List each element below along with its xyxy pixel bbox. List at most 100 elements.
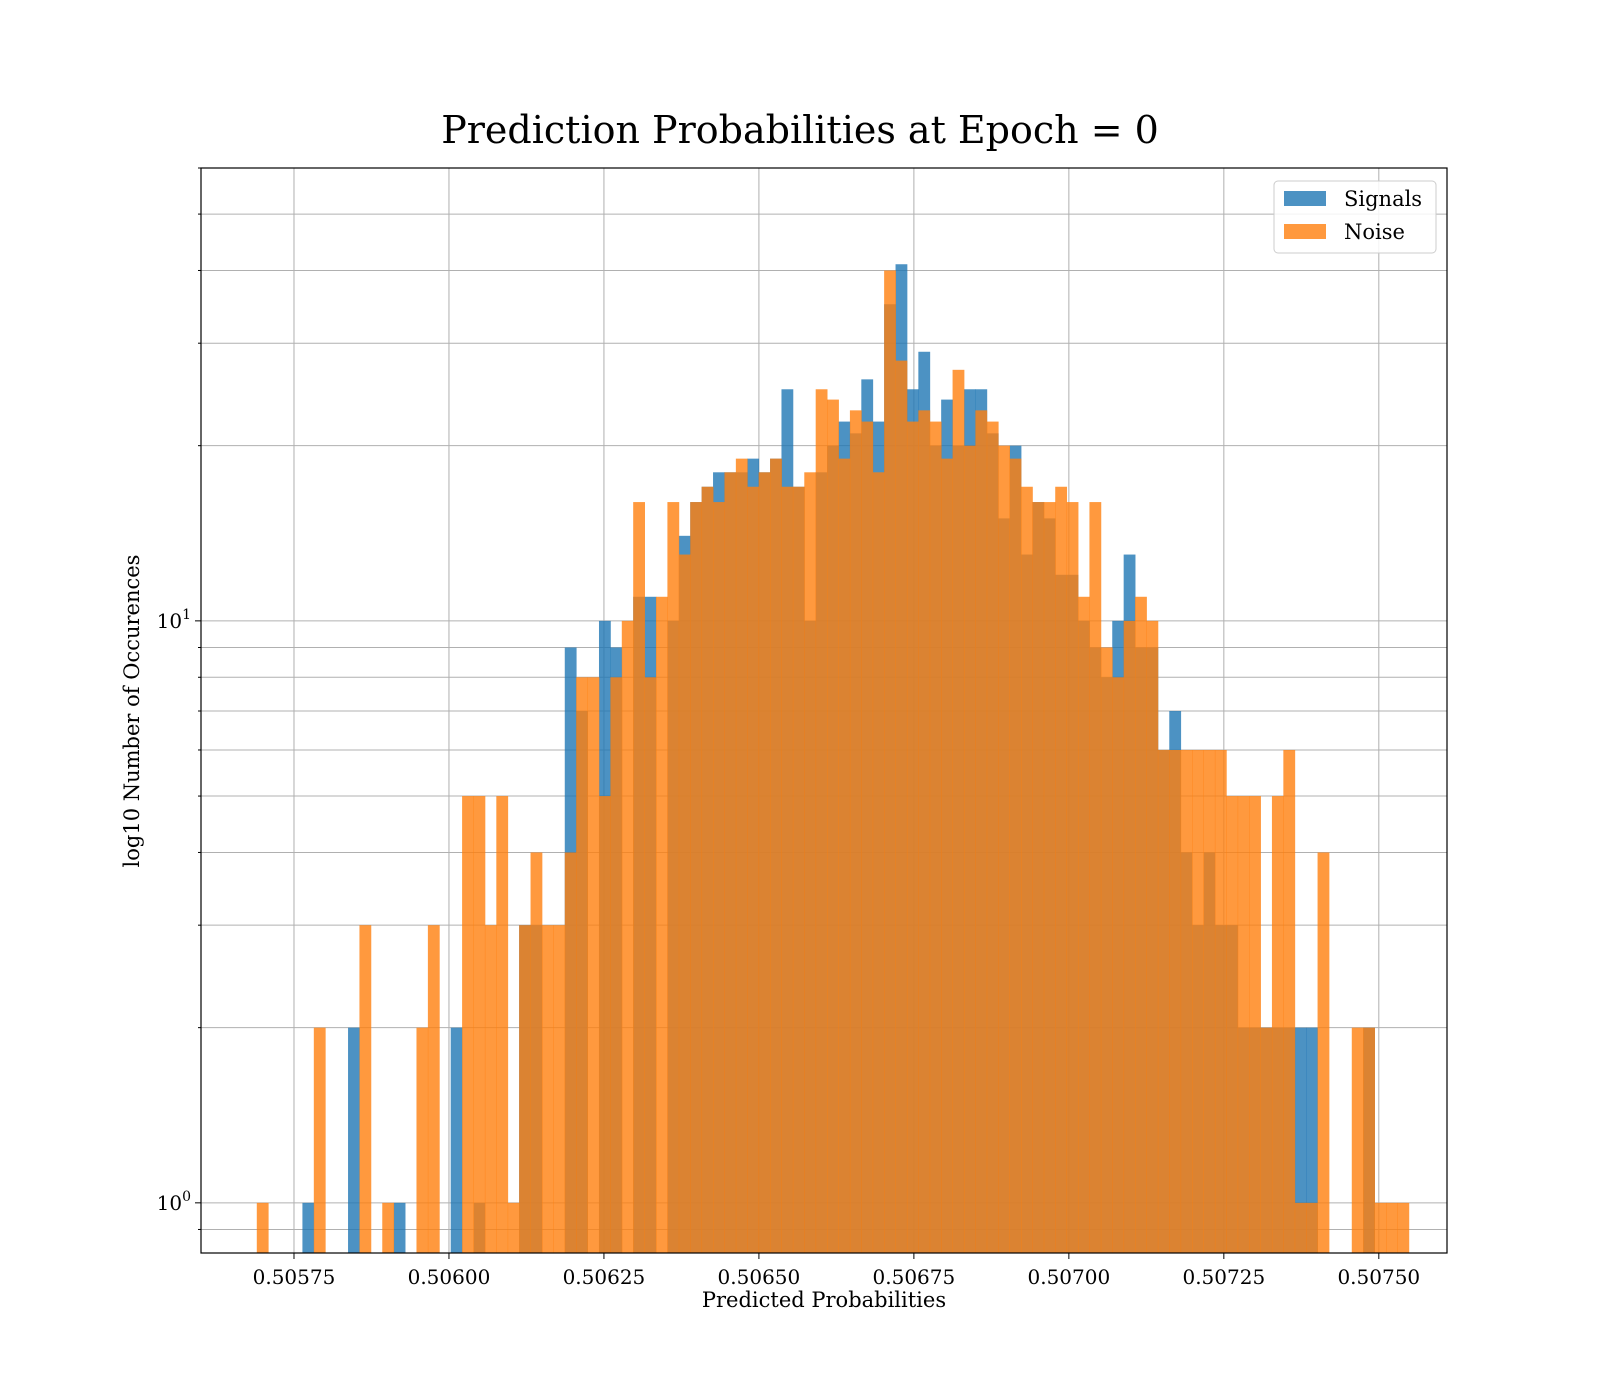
x-tick-label: 0.50625 — [563, 1265, 646, 1289]
noise-bar — [941, 458, 953, 1253]
noise-bar — [496, 796, 509, 1253]
noise-bar — [1203, 749, 1216, 1253]
noise-bar — [610, 677, 623, 1253]
noise-bar — [621, 620, 634, 1253]
x-tick-label: 0.50725 — [1182, 1265, 1265, 1289]
noise-bar — [1055, 486, 1068, 1253]
noise-bar — [1078, 596, 1090, 1253]
noise-bar — [1123, 620, 1136, 1253]
legend-label-noise: Noise — [1344, 220, 1405, 244]
x-axis-ticks: 0.50575 0.50600 0.50625 0.50650 0.50675 0.507… — [253, 1253, 1420, 1289]
noise-bar — [313, 1027, 326, 1253]
noise-bar — [1397, 1202, 1410, 1253]
x-tick-label: 0.50675 — [873, 1265, 956, 1289]
noise-bar — [906, 421, 919, 1254]
noise-bar — [587, 677, 600, 1253]
noise-bar — [770, 458, 782, 1253]
noise-bar — [1294, 1202, 1307, 1253]
noise-bar — [576, 677, 588, 1253]
noise-bar — [1021, 486, 1033, 1253]
noise-bar — [724, 472, 737, 1253]
noise-bar — [758, 472, 771, 1253]
noise-bar — [895, 360, 908, 1253]
noise-bar — [815, 389, 828, 1253]
noise-bar — [1032, 502, 1045, 1253]
noise-bar — [1226, 796, 1239, 1253]
y-tick-label: 101 — [157, 607, 191, 633]
noise-bar — [1009, 458, 1022, 1253]
noise-bar — [598, 796, 611, 1253]
noise-bar — [918, 410, 931, 1254]
noise-bar — [838, 458, 851, 1253]
noise-bar — [656, 596, 668, 1253]
noise-bar — [256, 1202, 269, 1253]
x-tick-label: 0.50650 — [718, 1265, 801, 1289]
noise-bar — [1237, 796, 1250, 1253]
noise-bar — [484, 925, 497, 1253]
noise-bar — [701, 486, 714, 1253]
y-axis-label: log10 Number of Occurences — [120, 555, 144, 868]
noise-bar — [713, 502, 725, 1253]
legend-label-signals: Signals — [1344, 187, 1422, 211]
noise-bar — [884, 270, 896, 1254]
noise-bar — [1351, 1027, 1364, 1253]
noise-bar — [998, 445, 1010, 1253]
y-axis-ticks: 100 101 — [157, 167, 201, 1230]
noise-bar — [975, 410, 988, 1254]
legend-swatch-signals — [1284, 191, 1326, 206]
noise-bar — [1271, 796, 1284, 1253]
noise-bar — [1100, 647, 1113, 1253]
signals-bar — [393, 1202, 406, 1253]
plot-frame — [200, 167, 1448, 1254]
noise-bar — [872, 472, 885, 1253]
noise-bar — [1386, 1202, 1398, 1253]
noise-bar — [667, 502, 680, 1253]
noise-bar — [564, 852, 577, 1253]
noise-bar — [952, 369, 965, 1253]
noise-bar — [1260, 1027, 1273, 1253]
noise-bar — [427, 925, 440, 1253]
noise-bar — [1363, 1027, 1375, 1253]
x-tick-label: 0.50575 — [253, 1265, 336, 1289]
noise-bar — [1135, 596, 1147, 1253]
noise-bar — [1043, 502, 1056, 1253]
noise-bar — [1169, 749, 1182, 1253]
legend: Signals Noise — [1273, 180, 1437, 254]
noise-bar — [963, 445, 976, 1253]
y-tick-label: 100 — [157, 1189, 191, 1215]
noise-bar — [359, 925, 372, 1253]
noise-bar — [1306, 1202, 1318, 1253]
noise-bar — [519, 925, 531, 1253]
signals-bar — [302, 1202, 315, 1253]
noise-bar — [553, 925, 566, 1253]
noise-bar — [929, 421, 942, 1254]
x-tick-label: 0.50600 — [408, 1265, 491, 1289]
noise-bar — [530, 852, 543, 1253]
noise-bars — [256, 270, 1410, 1254]
x-tick-label: 0.50700 — [1028, 1265, 1111, 1289]
signals-bar — [348, 1027, 360, 1253]
noise-bar — [1146, 620, 1159, 1253]
noise-bar — [1157, 749, 1170, 1253]
noise-bar — [541, 925, 554, 1253]
noise-bar — [473, 796, 486, 1253]
x-tick-label: 0.50750 — [1337, 1265, 1420, 1289]
x-axis-label: Predicted Probabilities — [702, 1288, 946, 1312]
noise-bar — [827, 399, 839, 1254]
noise-bar — [1180, 749, 1193, 1253]
signals-bar — [1294, 1027, 1307, 1253]
noise-bar — [1283, 749, 1296, 1253]
noise-bar — [792, 486, 805, 1253]
noise-bar — [1192, 749, 1204, 1253]
noise-bar — [1089, 502, 1102, 1253]
noise-bar — [1374, 1202, 1387, 1253]
noise-bar — [1249, 796, 1261, 1253]
noise-bar — [735, 458, 748, 1253]
noise-bar — [986, 421, 999, 1254]
noise-bar — [507, 1202, 520, 1253]
noise-bar — [1317, 852, 1330, 1253]
noise-bar — [1066, 502, 1079, 1253]
noise-bar — [462, 796, 474, 1253]
signals-bar — [1306, 1027, 1318, 1253]
